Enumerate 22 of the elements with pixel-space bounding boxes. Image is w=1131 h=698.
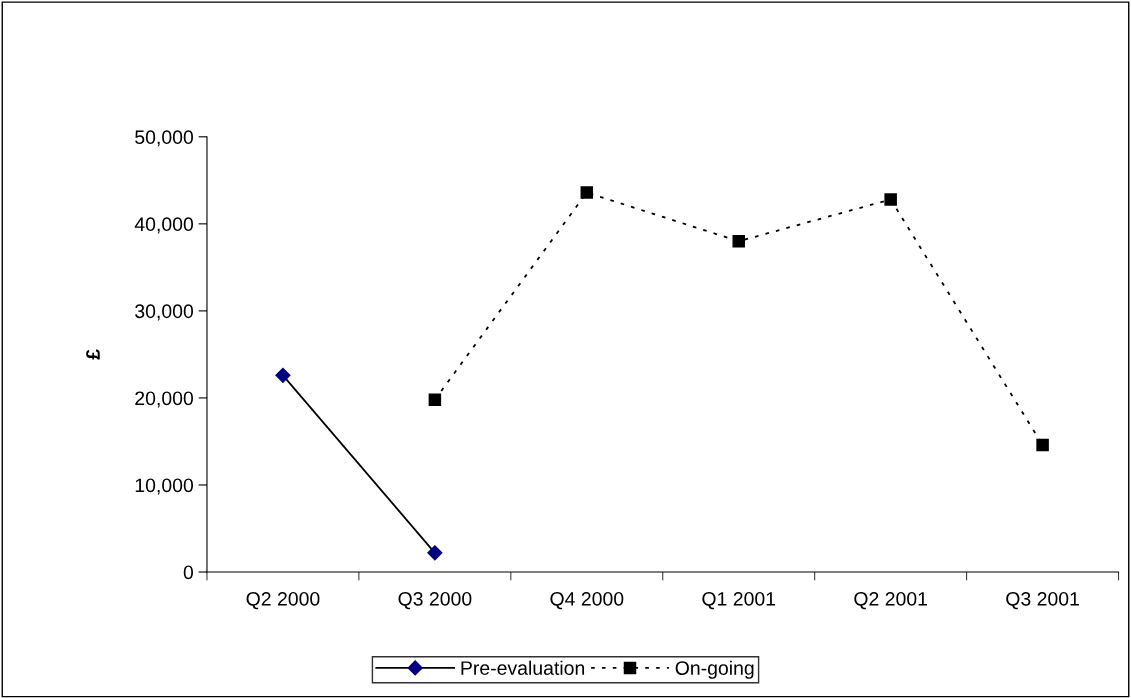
y-tick-label: 50,000 bbox=[135, 130, 194, 147]
y-tick-label: 20,000 bbox=[135, 391, 194, 408]
x-tick-label: Q2 2000 bbox=[246, 591, 320, 610]
y-tick-label: 30,000 bbox=[135, 304, 194, 321]
point bbox=[427, 545, 443, 561]
point bbox=[428, 393, 442, 406]
point bbox=[732, 235, 745, 248]
point bbox=[1036, 438, 1049, 452]
point bbox=[275, 367, 291, 383]
x-tick-label: Q3 2001 bbox=[1006, 591, 1079, 610]
x-tick-label: Q4 2000 bbox=[550, 591, 624, 610]
y-tick-label: 0 bbox=[183, 565, 194, 580]
point bbox=[884, 193, 897, 206]
x-tick-label: Q2 2001 bbox=[854, 591, 928, 610]
y-axis-title: £ bbox=[86, 349, 100, 360]
legend-label: On-going bbox=[675, 660, 754, 679]
y-tick-label: 10,000 bbox=[135, 478, 194, 495]
y-tick-label: 40,000 bbox=[134, 217, 194, 234]
x-tick-label: Q1 2001 bbox=[702, 591, 776, 610]
x-tick-label: Q3 2000 bbox=[398, 591, 472, 610]
point bbox=[580, 186, 594, 199]
legend-label: Pre-evaluation bbox=[461, 660, 585, 675]
